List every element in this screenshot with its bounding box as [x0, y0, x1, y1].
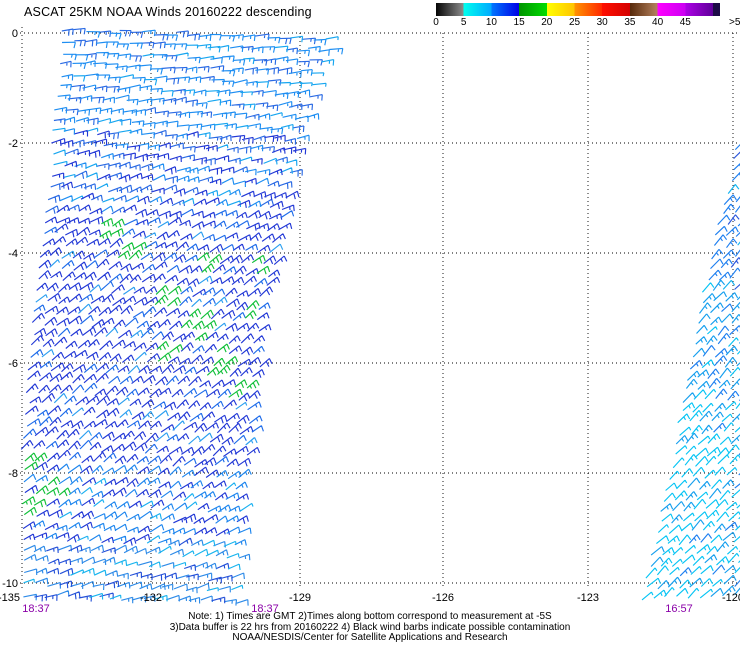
footnote-line-2: 3)Data buffer is 22 hrs from 20160222 4)… [169, 621, 571, 633]
colorbar-tick-label: 0 [433, 17, 439, 28]
colorbar-tick-label: 30 [596, 17, 608, 28]
colorbar-tick-label: 10 [485, 17, 497, 28]
footnotes: Note: 1) Times are GMT 2)Times along bot… [0, 611, 740, 644]
footnote-line-3: NOAA/NESDIS/Center for Satellite Applica… [232, 632, 508, 643]
footnote-line-1: Note: 1) Times are GMT 2)Times along bot… [188, 611, 552, 622]
colorbar-legend: 0 5 10 15 20 25 30 35 40 45 >50 knots [0, 0, 740, 32]
colorbar-gradient [436, 3, 720, 16]
svg-text:-6: -6 [8, 358, 18, 370]
svg-text:-129: -129 [289, 592, 311, 604]
svg-text:-120: -120 [722, 592, 740, 604]
colorbar-tick-label: 20 [541, 17, 553, 28]
swath-time-labels: 18:37 18:37 16:57 [22, 603, 693, 615]
colorbar-max-label: >50 knots [729, 17, 740, 28]
svg-text:-132: -132 [140, 592, 162, 604]
svg-text:-135: -135 [0, 592, 20, 604]
svg-text:16:57: 16:57 [665, 603, 693, 615]
svg-text:-10: -10 [2, 578, 18, 590]
colorbar-tick-label: 25 [568, 17, 581, 28]
svg-text:18:37: 18:37 [251, 603, 279, 615]
colorbar-tick-label: 45 [679, 17, 691, 28]
colorbar-tick-label: 35 [624, 17, 636, 28]
colorbar-tick-label: 40 [652, 17, 664, 28]
svg-text:0: 0 [12, 28, 18, 40]
colorbar-tick-label: 15 [513, 17, 525, 28]
svg-text:-2: -2 [8, 138, 18, 150]
colorbar-tick-label: 5 [460, 17, 467, 28]
svg-text:-4: -4 [8, 248, 18, 260]
axis-tick-labels: 0 -2 -4 -6 -8 -10 -135 -132 -129 -126 -123 -120 [0, 28, 740, 604]
svg-text:-8: -8 [8, 468, 18, 480]
wind-barbs [20, 27, 740, 606]
svg-text:-126: -126 [432, 592, 454, 604]
plot-title: ASCAT 25KM NOAA Winds 20160222 descendin… [24, 5, 312, 19]
svg-text:18:37: 18:37 [22, 603, 50, 615]
svg-text:-123: -123 [577, 592, 599, 604]
